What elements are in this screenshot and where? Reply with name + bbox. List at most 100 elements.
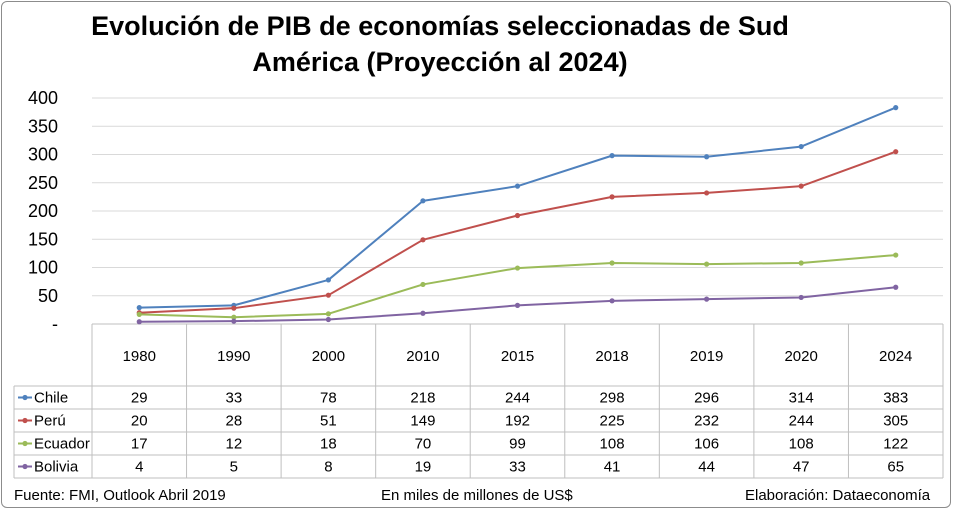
table-cell-value: 108 <box>600 436 625 453</box>
table-cell-value: 296 <box>694 390 719 407</box>
x-category-label: 2010 <box>406 348 439 365</box>
series-name-ecuador: Ecuador <box>34 436 90 453</box>
table-cell-value: 17 <box>131 436 148 453</box>
table-cell-value: 41 <box>604 459 621 476</box>
data-point-perú <box>609 194 615 200</box>
data-point-bolivia <box>136 319 142 325</box>
table-cell-value: 305 <box>883 413 908 430</box>
data-point-bolivia <box>704 296 710 302</box>
data-point-ecuador <box>420 281 426 288</box>
series-line-chile <box>139 106 897 309</box>
x-category-label: 2015 <box>501 348 534 365</box>
table-cell-value: 70 <box>415 436 432 453</box>
x-category-label: 2024 <box>879 348 912 365</box>
data-point-bolivia <box>893 284 899 290</box>
data-point-chile <box>893 105 899 111</box>
data-point-bolivia <box>514 302 521 308</box>
data-point-perú <box>325 292 331 298</box>
data-point-bolivia <box>798 294 804 301</box>
x-category-label: 2000 <box>312 348 345 365</box>
x-category-label: 2018 <box>595 348 628 365</box>
chart-title-line-2: América (Proyección al 2024) <box>252 47 628 77</box>
table-cell-value: 232 <box>694 413 719 430</box>
table-cell-value: 47 <box>793 459 810 476</box>
data-point-chile <box>325 277 331 283</box>
y-tick-label: 400 <box>28 88 58 108</box>
data-point-bolivia <box>420 310 426 316</box>
data-point-ecuador <box>514 265 521 271</box>
table-cell-value: 106 <box>694 436 719 453</box>
y-tick-label: 100 <box>28 258 58 278</box>
data-point-perú <box>420 237 426 243</box>
data-point-ecuador <box>325 311 331 317</box>
table-cell-value: 383 <box>883 390 908 407</box>
x-category-label: 1980 <box>123 348 156 365</box>
source-note: Fuente: FMI, Outlook Abril 2019 <box>14 487 226 504</box>
table-cell-value: 99 <box>509 436 526 453</box>
legend-key-marker <box>22 463 28 470</box>
table-cell-value: 78 <box>320 390 337 407</box>
data-point-perú <box>893 149 899 155</box>
y-tick-label: 250 <box>28 173 58 193</box>
table-cell-value: 28 <box>225 413 242 430</box>
data-point-perú <box>514 212 521 219</box>
data-point-chile <box>136 305 142 311</box>
data-point-bolivia <box>325 316 331 323</box>
data-point-perú <box>704 190 710 196</box>
chart-title: Evolución de PIB de economías selecciona… <box>60 8 820 80</box>
x-category-label: 2020 <box>784 348 817 365</box>
series-name-chile: Chile <box>34 390 68 407</box>
y-tick-label: 150 <box>28 229 58 249</box>
data-point-ecuador <box>609 260 615 266</box>
table-cell-value: 33 <box>225 390 242 407</box>
y-tick-label: 300 <box>28 145 58 165</box>
data-point-bolivia <box>231 318 237 324</box>
legend-key-marker <box>22 440 28 447</box>
table-cell-value: 225 <box>600 413 625 430</box>
table-cell-value: 19 <box>415 459 432 476</box>
data-point-chile <box>609 153 615 159</box>
x-category-label: 2019 <box>690 348 723 365</box>
legend-key-marker <box>22 394 28 401</box>
table-cell-value: 108 <box>789 436 814 453</box>
chart-title-line-1: Evolución de PIB de economías selecciona… <box>91 11 789 41</box>
y-tick-label: 350 <box>28 116 58 136</box>
table-cell-value: 5 <box>230 459 238 476</box>
units-note: En miles de millones de US$ <box>381 487 573 504</box>
credit-note: Elaboración: Dataeconomía <box>745 487 931 504</box>
table-cell-value: 314 <box>789 390 814 407</box>
table-cell-value: 4 <box>135 459 143 476</box>
table-cell-value: 244 <box>505 390 530 407</box>
table-cell-value: 65 <box>887 459 904 476</box>
table-cell-value: 33 <box>509 459 526 476</box>
table-cell-value: 18 <box>320 436 337 453</box>
table-cell-value: 12 <box>225 436 242 453</box>
series-line-perú <box>139 150 897 314</box>
series-name-bolivia: Bolivia <box>34 459 79 476</box>
table-cell-value: 192 <box>505 413 530 430</box>
table-cell-value: 29 <box>131 390 148 407</box>
data-point-chile <box>704 154 710 160</box>
data-point-chile <box>420 198 426 204</box>
table-cell-value: 218 <box>410 390 435 407</box>
data-point-chile <box>514 183 521 189</box>
data-point-ecuador <box>893 252 899 258</box>
data-point-ecuador <box>231 314 237 320</box>
table-cell-value: 20 <box>131 413 148 430</box>
table-cell-value: 51 <box>320 413 337 430</box>
y-tick-label: 50 <box>38 286 58 306</box>
series-name-perú: Perú <box>34 413 66 430</box>
table-cell-value: 8 <box>324 459 332 476</box>
data-point-perú <box>798 183 804 189</box>
table-cell-value: 298 <box>600 390 625 407</box>
data-point-bolivia <box>609 298 615 304</box>
table-cell-value: 244 <box>789 413 814 430</box>
table-cell-value: 149 <box>410 413 435 430</box>
data-point-ecuador <box>704 261 710 267</box>
data-point-chile <box>798 143 804 150</box>
data-point-perú <box>231 305 237 311</box>
legend-key-marker <box>22 417 28 424</box>
y-tick-label: 200 <box>28 201 58 221</box>
